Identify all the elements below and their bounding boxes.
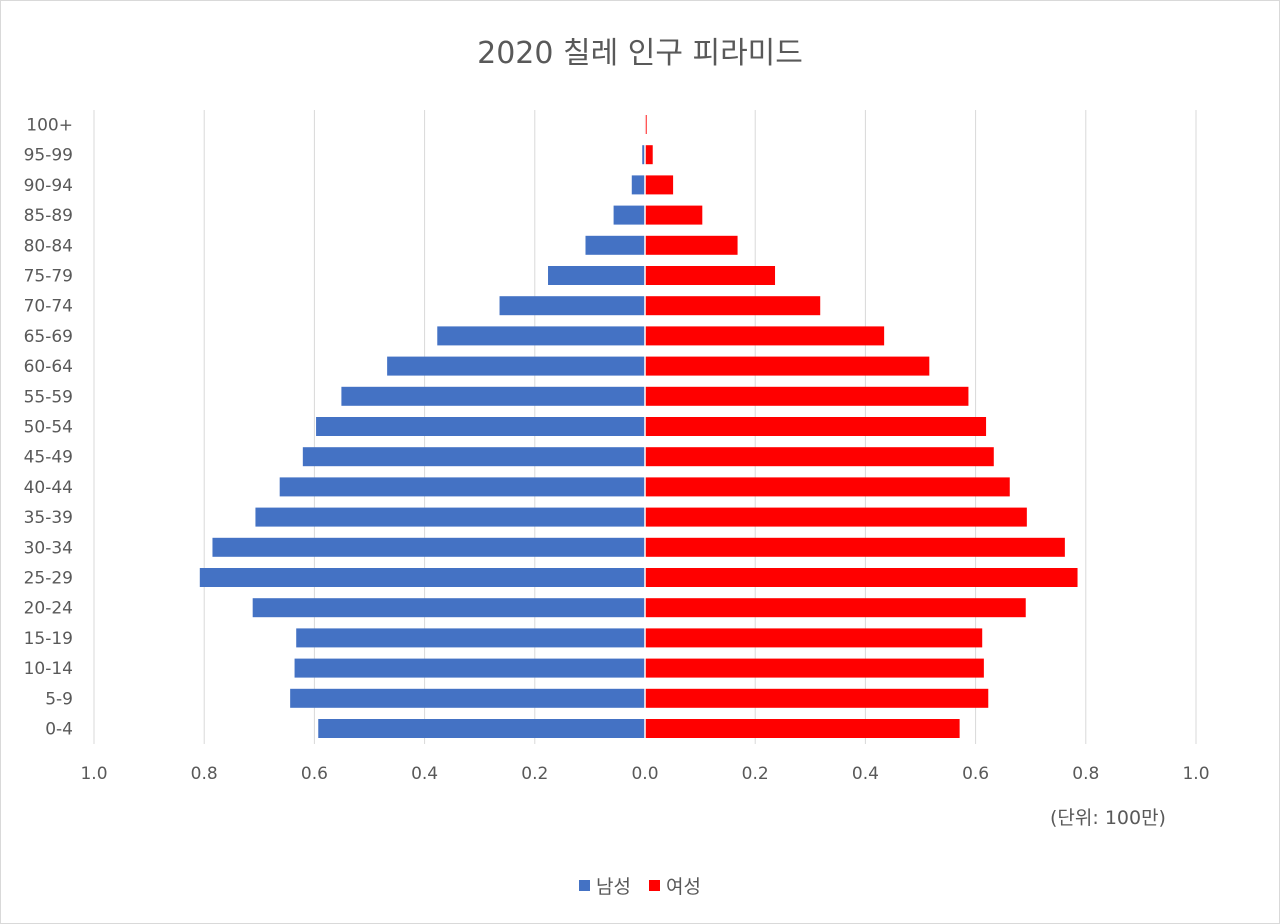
bar-male-70-74	[499, 296, 645, 316]
bar-female-95-99	[645, 145, 653, 165]
x-tick-label: 0.4	[852, 764, 879, 784]
x-tick-label: 0.8	[1072, 764, 1099, 784]
y-tick-label: 75-79	[24, 267, 73, 287]
bar-female-40-44	[645, 477, 1010, 497]
bar-male-55-59	[341, 386, 645, 406]
y-tick-label: 25-29	[24, 569, 73, 589]
y-tick-label: 95-99	[24, 146, 73, 166]
bar-male-95-99	[642, 145, 645, 165]
y-tick-label: 45-49	[24, 448, 73, 468]
legend-swatch-female	[649, 880, 660, 891]
bar-female-55-59	[645, 386, 969, 406]
bar-female-70-74	[645, 296, 821, 316]
bar-female-10-14	[645, 658, 984, 678]
y-tick-label: 80-84	[24, 236, 73, 256]
x-tick-label: 0.4	[411, 764, 438, 784]
x-tick-label: 0.0	[631, 764, 658, 784]
x-tick-label: 0.6	[301, 764, 328, 784]
bar-male-85-89	[613, 205, 645, 225]
bar-female-80-84	[645, 235, 738, 255]
y-tick-label: 65-69	[24, 327, 73, 347]
bar-female-90-94	[645, 175, 674, 195]
legend-item-male: 남성	[579, 872, 631, 899]
legend-label-female: 여성	[666, 876, 701, 898]
y-tick-label: 10-14	[24, 659, 73, 679]
x-tick-label: 0.2	[742, 764, 769, 784]
y-tick-label: 15-19	[24, 629, 73, 649]
unit-note: (단위: 100만)	[1050, 807, 1166, 829]
bar-male-60-64	[387, 356, 645, 376]
y-tick-label: 90-94	[24, 176, 73, 196]
bar-male-90-94	[631, 175, 645, 195]
y-tick-label: 5-9	[45, 689, 73, 709]
legend: 남성 여성	[0, 872, 1280, 899]
x-tick-label: 0.8	[191, 764, 218, 784]
bar-female-60-64	[645, 356, 930, 376]
bar-female-65-69	[645, 326, 885, 346]
bar-female-35-39	[645, 507, 1027, 527]
bar-female-0-4	[645, 719, 960, 738]
bar-male-5-9	[290, 688, 645, 708]
x-tick-label: 1.0	[1182, 764, 1209, 784]
bar-male-20-24	[252, 598, 646, 618]
legend-label-male: 남성	[596, 876, 631, 898]
x-tick-label: 0.6	[962, 764, 989, 784]
x-tick-label: 0.2	[521, 764, 548, 784]
bar-male-45-49	[302, 447, 645, 467]
y-tick-label: 35-39	[24, 508, 73, 528]
bar-female-75-79	[645, 266, 776, 285]
bar-male-50-54	[316, 417, 645, 436]
bar-female-45-49	[645, 447, 994, 467]
y-tick-label: 85-89	[24, 206, 73, 226]
bar-male-75-79	[548, 266, 645, 285]
y-tick-label: 50-54	[24, 418, 73, 438]
y-tick-label: 40-44	[24, 478, 73, 498]
bar-female-50-54	[645, 417, 987, 436]
y-tick-label: 0-4	[45, 720, 73, 740]
y-tick-label: 60-64	[24, 357, 73, 377]
bar-female-100+	[645, 115, 647, 134]
bar-female-25-29	[645, 568, 1078, 587]
y-tick-label: 100+	[26, 116, 73, 136]
bar-male-30-34	[212, 537, 645, 557]
bar-female-85-89	[645, 205, 703, 225]
bar-male-10-14	[294, 658, 645, 678]
bar-male-80-84	[585, 235, 645, 255]
bar-female-5-9	[645, 688, 989, 708]
bar-male-40-44	[279, 477, 645, 497]
bar-male-15-19	[296, 628, 645, 648]
x-tick-label: 1.0	[80, 764, 107, 784]
bar-female-15-19	[645, 628, 983, 648]
chart-title: 2020 칠레 인구 피라미드	[477, 36, 803, 71]
bar-female-30-34	[645, 537, 1065, 557]
bar-female-20-24	[645, 598, 1026, 618]
bar-male-35-39	[255, 507, 645, 527]
y-tick-label: 70-74	[24, 297, 73, 317]
y-tick-label: 30-34	[24, 538, 73, 558]
bar-male-25-29	[199, 568, 646, 587]
y-tick-label: 20-24	[24, 599, 73, 619]
bar-male-0-4	[318, 719, 645, 738]
bar-male-65-69	[437, 326, 645, 346]
legend-item-female: 여성	[649, 872, 701, 899]
y-tick-label: 55-59	[24, 387, 73, 407]
legend-swatch-male	[579, 880, 591, 891]
